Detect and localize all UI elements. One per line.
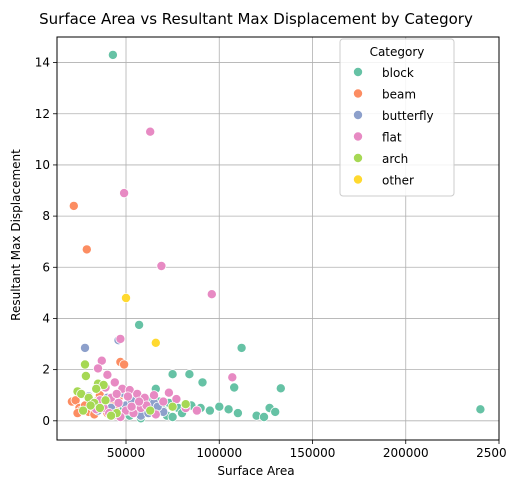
legend-items: block beam butterfly flat arch other [352,66,434,188]
data-point-beam [68,200,79,211]
x-axis-label: Surface Area [217,464,294,478]
y-tick-label: 12 [35,107,50,121]
chart-title: Surface Area vs Resultant Max Displaceme… [39,10,473,28]
axis-ticks: 50000 100000 150000 200000 250000 0 2 4 6 8 10 12 14 [35,56,506,460]
plot-area-frame [56,36,500,441]
data-point-arch [78,405,89,416]
data-point-arch [91,383,102,394]
legend-label-beam: beam [382,88,416,102]
data-point-block [232,408,243,419]
data-point-block [107,49,118,60]
data-point-block [236,342,247,353]
data-point-block [475,404,486,415]
data-point-flat [145,126,156,137]
legend-label-butterfly: butterfly [382,109,434,123]
data-point-flat [122,391,133,402]
data-point-block [214,401,225,412]
x-tick-label: 100000 [196,446,242,460]
data-point-beam [81,244,92,255]
x-tick-label: 50000 [107,446,145,460]
data-point-block [258,411,269,422]
x-tick-label: 200000 [383,446,429,460]
data-point-arch [85,400,96,411]
data-point-arch [167,401,178,412]
legend-marker-beam [352,88,363,99]
data-point-block [204,405,215,416]
data-point-arch [106,410,117,421]
data-point-flat [126,401,137,412]
y-tick-label: 8 [42,209,50,223]
x-tick-label: 250000 [476,446,506,460]
data-point-block [184,369,195,380]
legend-title: Category [370,45,425,59]
legend-label-other: other [382,174,414,188]
data-point-flat [113,397,124,408]
legend-marker-butterfly [352,110,363,121]
data-point-other [150,337,161,348]
x-tick-label: 150000 [290,446,336,460]
legend-label-flat: flat [382,131,402,145]
legend-marker-arch [352,152,363,163]
data-point-beam [119,359,130,370]
y-tick-label: 4 [42,311,50,325]
y-tick-label: 0 [42,414,50,428]
data-point-flat [163,387,174,398]
data-point-flat [115,333,126,344]
data-point-arch [145,405,156,416]
data-point-flat [158,396,169,407]
legend: Category block beam butterfly flat arch other [339,38,455,197]
y-tick-label: 6 [42,260,50,274]
data-point-arch [180,399,191,410]
data-point-flat [191,405,202,416]
y-tick-label: 14 [35,56,50,70]
data-point-arch [100,395,111,406]
legend-label-arch: arch [382,152,408,166]
data-points [66,49,486,424]
data-point-block [167,369,178,380]
data-point-block [197,377,208,388]
data-point-block [270,406,281,417]
data-point-block [229,382,240,393]
data-point-arch [80,359,91,370]
data-point-flat [227,372,238,383]
data-point-arch [80,370,91,381]
data-point-block [223,404,234,415]
y-tick-label: 10 [35,158,50,172]
data-point-flat [148,390,159,401]
legend-marker-flat [352,131,363,142]
data-point-flat [111,388,122,399]
data-point-block [167,411,178,422]
data-point-flat [109,377,120,388]
data-point-flat [93,363,104,374]
y-tick-label: 2 [42,363,50,377]
data-point-flat [102,369,113,380]
data-point-flat [206,289,217,300]
legend-marker-block [352,67,363,78]
y-axis-label: Resultant Max Displacement [9,149,23,321]
data-point-block [134,319,145,330]
legend-box [339,38,455,197]
data-point-flat [134,396,145,407]
data-point-block [275,383,286,394]
data-point-flat [119,188,130,199]
legend-label-block: block [382,66,414,80]
data-point-flat [156,260,167,271]
data-point-other [121,292,132,303]
data-point-arch [94,402,105,413]
data-point-butterfly [80,342,91,353]
legend-marker-other [352,174,363,185]
